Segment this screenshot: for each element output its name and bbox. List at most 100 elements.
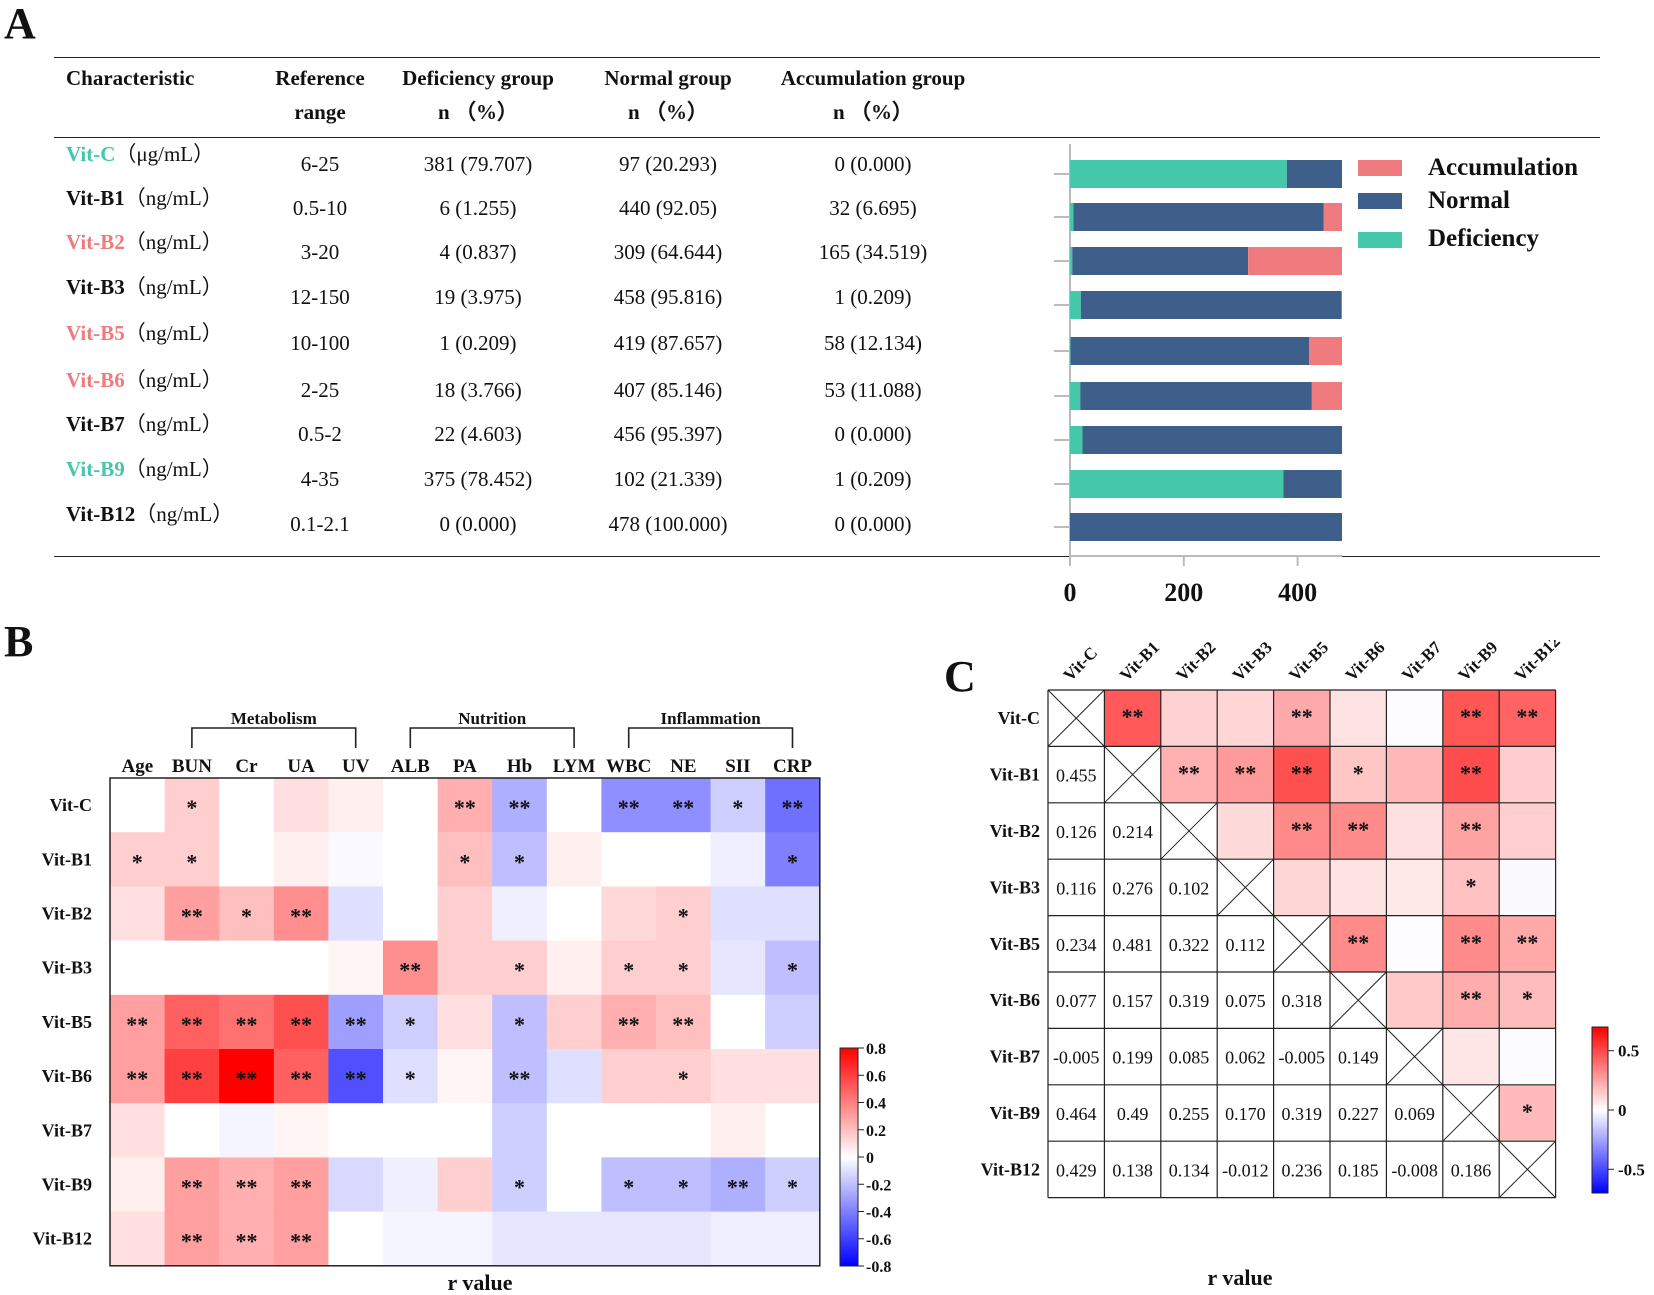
heatmap-cell bbox=[164, 1049, 220, 1104]
heatmap-cell bbox=[656, 1103, 712, 1158]
matrix-cell bbox=[1104, 1141, 1161, 1198]
heatmap-cell bbox=[164, 832, 220, 887]
significance-mark: ** bbox=[454, 795, 476, 820]
ref-value-cell: 0.5-2 bbox=[298, 422, 342, 446]
row-label: Vit-B5 bbox=[990, 934, 1040, 954]
significance-mark: ** bbox=[1122, 704, 1144, 729]
correlation-value: 0.157 bbox=[1112, 991, 1153, 1011]
correlation-value: -0.005 bbox=[1053, 1048, 1100, 1068]
acc-value-cell: 0 (0.000) bbox=[834, 512, 912, 536]
table-bottom-rule bbox=[54, 556, 1600, 557]
matrix-cell bbox=[1386, 690, 1443, 747]
group-label: Nutrition bbox=[458, 709, 527, 728]
matrix-cell bbox=[1217, 1028, 1274, 1085]
matrix-cell bbox=[1499, 1028, 1556, 1085]
colorbar-tick-label: 0 bbox=[866, 1150, 874, 1167]
heatmap-cell bbox=[164, 1103, 220, 1158]
significance-mark: ** bbox=[1291, 761, 1313, 786]
vitamin-name-cell: Vit-B7（ng/mL） bbox=[66, 414, 223, 435]
matrix-cell bbox=[1048, 1141, 1105, 1198]
significance-mark: ** bbox=[290, 904, 312, 929]
row-label: Vit-B7 bbox=[990, 1047, 1040, 1067]
matrix-cell bbox=[1499, 690, 1556, 747]
correlation-value: 0.069 bbox=[1394, 1104, 1435, 1124]
matrix-cell bbox=[1048, 1084, 1105, 1142]
matrix-cell bbox=[1273, 972, 1330, 1029]
significance-mark: ** bbox=[181, 1229, 203, 1254]
vitamin-unit: （ng/mL） bbox=[124, 368, 223, 392]
significance-mark: * bbox=[623, 1175, 634, 1200]
heatmap-cell bbox=[601, 940, 657, 996]
column-label: Vit-B6 bbox=[1342, 640, 1389, 685]
matrix-cell bbox=[1048, 972, 1105, 1029]
matrix-cell bbox=[1048, 1028, 1105, 1085]
matrix-cell bbox=[1330, 1141, 1387, 1198]
vitamin-unit: （ng/mL） bbox=[124, 412, 223, 436]
bar-deficiency bbox=[1070, 247, 1073, 275]
heatmap-cell bbox=[164, 778, 220, 833]
legend-swatch-deficiency bbox=[1358, 232, 1402, 248]
correlation-value: 0.102 bbox=[1169, 878, 1210, 898]
legend-swatch-accumulation bbox=[1358, 160, 1402, 176]
significance-mark: ** bbox=[236, 1175, 258, 1200]
def-value-cell: 6 (1.255) bbox=[439, 196, 517, 220]
heatmap-cell bbox=[110, 832, 166, 887]
heatmap-cell bbox=[383, 1157, 439, 1213]
norm-value-cell: 97 (20.293) bbox=[619, 152, 717, 176]
significance-mark: ** bbox=[181, 904, 203, 929]
matrix-cell bbox=[1048, 859, 1105, 916]
header-reference: Reference bbox=[275, 66, 365, 90]
heatmap-cell bbox=[546, 1103, 602, 1158]
matrix-cell bbox=[1104, 1028, 1161, 1085]
correlation-value: 0.464 bbox=[1056, 1104, 1097, 1124]
vitamin-name-cell: Vit-B3（ng/mL） bbox=[66, 277, 223, 298]
matrix-cell bbox=[1273, 1141, 1330, 1198]
heatmap-cell bbox=[219, 1211, 275, 1267]
heatmap-cell bbox=[546, 1157, 602, 1213]
colorbar-tick-label: 0 bbox=[1618, 1101, 1627, 1120]
acc-value-cell: 1 (0.209) bbox=[834, 285, 912, 309]
matrix-cell bbox=[1104, 972, 1161, 1029]
group-bracket bbox=[409, 727, 575, 748]
heatmap-cell bbox=[601, 886, 657, 942]
heatmap-cell bbox=[328, 886, 384, 942]
column-label: Vit-B2 bbox=[1172, 640, 1219, 685]
def-value-cell: 0 (0.000) bbox=[439, 512, 517, 536]
matrix-cell bbox=[1499, 915, 1556, 972]
matrix-cell bbox=[1273, 802, 1330, 860]
matrix-cell bbox=[1160, 915, 1218, 972]
heatmap-cell bbox=[437, 886, 493, 942]
matrix-cell bbox=[1386, 972, 1443, 1029]
heatmap-cell bbox=[328, 778, 384, 833]
group-label: Metabolism bbox=[231, 709, 317, 728]
correlation-value: 0.455 bbox=[1056, 766, 1097, 786]
matrix-cell bbox=[1273, 1084, 1330, 1142]
bar-chart-x-tick-label: 200 bbox=[1164, 578, 1203, 607]
bar-normal bbox=[1283, 470, 1342, 498]
matrix-cell bbox=[1104, 915, 1161, 972]
heatmap-cell bbox=[601, 1049, 657, 1104]
heatmap-cell bbox=[383, 940, 439, 996]
row-label: Vit-B6 bbox=[42, 1066, 92, 1086]
heatmap-cell bbox=[546, 832, 602, 887]
colorbar-tick-label: 0.6 bbox=[866, 1068, 886, 1085]
panel-b-letter: B bbox=[4, 617, 34, 666]
significance-mark: * bbox=[514, 958, 525, 983]
matrix-cell bbox=[1442, 802, 1500, 860]
colorbar-tick-label: -0.8 bbox=[866, 1259, 891, 1276]
heatmap-cell bbox=[273, 1103, 329, 1158]
bar-accumulation bbox=[1323, 203, 1342, 231]
heatmap-cell bbox=[383, 832, 439, 887]
heatmap-cell bbox=[656, 778, 712, 833]
column-label: Vit-B7 bbox=[1398, 640, 1445, 685]
matrix-cell bbox=[1386, 802, 1443, 860]
acc-value-cell: 0 (0.000) bbox=[834, 152, 912, 176]
heatmap-cell bbox=[383, 778, 439, 833]
matrix-cell bbox=[1217, 690, 1274, 747]
heatmap-cell bbox=[110, 778, 166, 833]
heatmap-cell bbox=[437, 1157, 493, 1213]
heatmap-cell bbox=[765, 886, 821, 942]
bar-accumulation bbox=[1308, 337, 1342, 365]
row-label: Vit-B3 bbox=[42, 958, 92, 978]
heatmap-cell bbox=[710, 886, 766, 942]
